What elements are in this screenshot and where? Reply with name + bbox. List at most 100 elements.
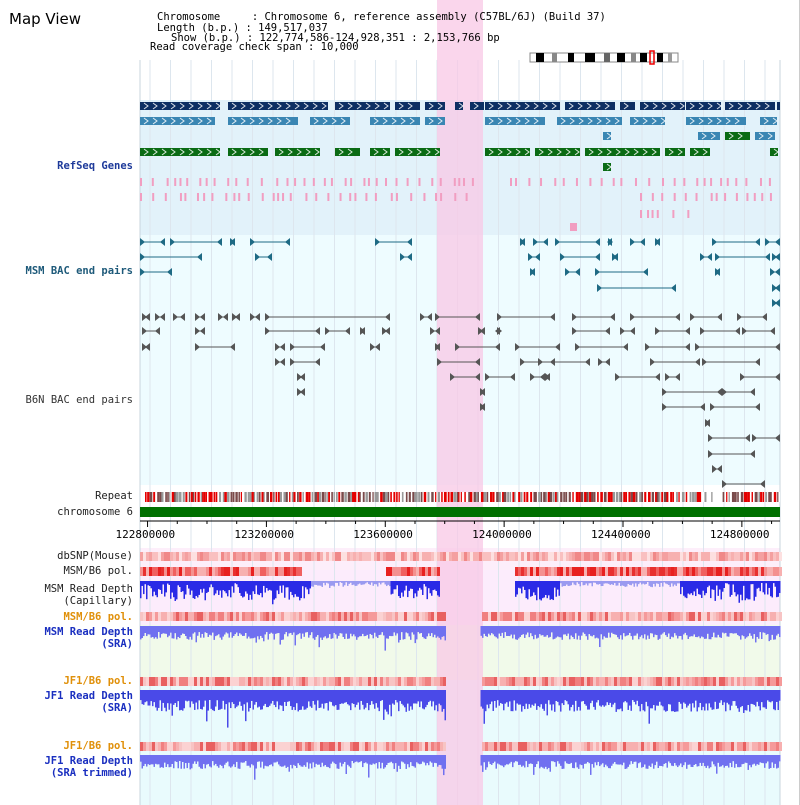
depth-bar (669, 626, 671, 640)
depth-bar (573, 581, 575, 585)
depth-bar (678, 690, 680, 702)
heat-cell (605, 552, 608, 561)
depth-bar (327, 755, 329, 768)
heat-cell (746, 552, 749, 561)
heat-cell (494, 552, 497, 561)
heat-cell (575, 612, 578, 621)
gene-arrow (188, 102, 194, 110)
show-range-info: Show (b.p.) : 122,774,586-124,928,351 : … (171, 32, 500, 44)
heat-cell (626, 567, 629, 576)
repeat-mark (153, 492, 156, 502)
depth-bar (575, 626, 577, 634)
depth-bar (261, 581, 263, 598)
heat-cell (542, 742, 545, 751)
depth-bar (317, 755, 319, 765)
depth-bar (351, 755, 353, 762)
refseq-mark (710, 193, 713, 201)
repeat-mark (632, 492, 636, 502)
depth-bar (425, 755, 427, 766)
heat-cell (728, 612, 731, 621)
depth-bar (668, 626, 670, 634)
gene-arrow (701, 132, 707, 140)
depth-bar (686, 581, 688, 599)
depth-bar (527, 690, 529, 709)
heat-cell (482, 742, 485, 751)
heat-cell (548, 742, 551, 751)
depth-bar (386, 690, 388, 712)
heat-cell (656, 552, 659, 561)
heat-cell (266, 567, 269, 576)
refseq-mark (179, 178, 182, 186)
heat-cell (227, 552, 230, 561)
msm-bac-pair-end (772, 284, 777, 292)
heat-cell (311, 742, 314, 751)
depth-bar (326, 755, 328, 767)
refseq-mark (384, 178, 387, 186)
depth-bar (651, 626, 653, 634)
depth-bar (261, 690, 263, 710)
repeat-mark (572, 492, 574, 502)
depth-bar (290, 626, 292, 633)
heat-cell (383, 677, 386, 686)
repeat-mark (651, 492, 655, 502)
depth-bar (639, 690, 641, 712)
gene-arrow (506, 148, 512, 156)
heat-cell (395, 677, 398, 686)
heat-cell (338, 552, 341, 561)
b6n-bac-pair-end (675, 373, 680, 381)
heat-cell (272, 612, 275, 621)
heat-cell (287, 567, 290, 576)
b6n-bac-pair-end (480, 327, 485, 335)
repeat-mark (266, 492, 270, 502)
depth-bar (308, 755, 310, 769)
heat-cell (377, 612, 380, 621)
depth-bar (627, 690, 629, 710)
axis-tick-label: 124400000 (590, 528, 651, 541)
depth-bar (593, 690, 595, 707)
depth-bar (308, 690, 310, 702)
depth-bar (177, 690, 179, 702)
repeat-mark (387, 492, 390, 502)
repeat-mark (317, 492, 320, 502)
heat-cell (596, 612, 599, 621)
depth-bar (552, 626, 554, 640)
depth-bar (207, 626, 209, 637)
repeat-mark (747, 492, 750, 502)
heat-cell (587, 552, 590, 561)
heat-cell (275, 742, 278, 751)
depth-bar (678, 581, 680, 584)
depth-bar (641, 581, 643, 585)
depth-bar (606, 755, 608, 767)
depth-bar (159, 755, 161, 768)
heat-cell (425, 677, 428, 686)
heat-cell (260, 612, 263, 621)
depth-bar (524, 581, 526, 590)
repeat-mark (689, 492, 692, 502)
heat-cell (776, 552, 779, 561)
repeat-mark (509, 492, 512, 502)
heat-cell (608, 677, 611, 686)
heat-cell (443, 742, 446, 751)
gene-arrow (565, 148, 571, 156)
gene-arrow (698, 117, 704, 125)
heat-cell (725, 677, 728, 686)
depth-bar (189, 626, 191, 637)
heat-cell (233, 612, 236, 621)
depth-bar (543, 626, 545, 637)
depth-bar (284, 690, 286, 702)
depth-bar (260, 626, 262, 636)
depth-bar (701, 581, 703, 598)
depth-bar (695, 626, 697, 638)
depth-bar (690, 581, 692, 594)
msm-bac-pair-end (715, 268, 720, 276)
depth-bar (162, 755, 164, 768)
heat-cell (344, 612, 347, 621)
depth-bar (743, 581, 745, 586)
depth-bar (720, 690, 722, 701)
heat-cell (311, 552, 314, 561)
gene-arrow (258, 148, 264, 156)
depth-bar (423, 581, 425, 585)
depth-bar (255, 755, 257, 769)
depth-bar (297, 755, 299, 764)
